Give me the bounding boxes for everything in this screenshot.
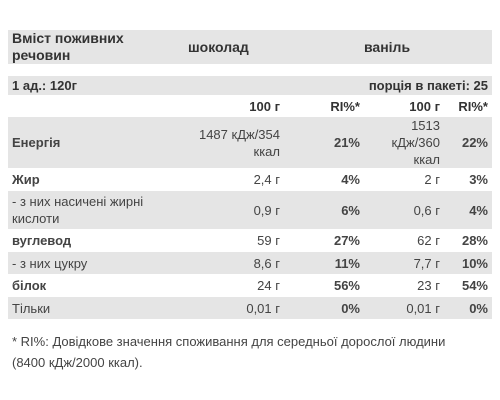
value-chocolate: 2,4 г bbox=[253, 172, 280, 187]
ri-chocolate: 0% bbox=[284, 297, 364, 319]
value-chocolate: 1487 кДж/354 ккал bbox=[184, 117, 284, 168]
value-chocolate: 59 г bbox=[257, 233, 280, 248]
ri-col-chocolate: RI%* bbox=[330, 98, 360, 114]
row-label: білок bbox=[12, 278, 47, 293]
servings-per-pack: порція в пакеті: 25 bbox=[284, 76, 492, 95]
amount-col-vanilla: 100 г bbox=[409, 98, 440, 114]
value-vanilla: 2 г bbox=[424, 172, 440, 187]
table-row-carbohydrate: вуглевод 59 г 27% 62 г 28% bbox=[8, 229, 492, 252]
value-vanilla: 7,7 г bbox=[364, 252, 444, 274]
nutrients-heading: Вміст поживних речовин bbox=[8, 30, 184, 64]
ri-vanilla: 10% bbox=[444, 252, 492, 274]
row-label: - з них насичені жирні кислоти bbox=[8, 191, 184, 229]
nutrition-table: Вміст поживних речовин шоколад ваніль 1 … bbox=[8, 30, 492, 319]
ri-vanilla: 22% bbox=[444, 117, 492, 168]
value-vanilla: 0,6 г bbox=[364, 191, 444, 229]
value-vanilla: 62 г bbox=[417, 233, 440, 248]
ri-chocolate: 27% bbox=[333, 233, 360, 248]
value-chocolate: 24 г bbox=[257, 278, 280, 293]
value-chocolate: 0,01 г bbox=[184, 297, 284, 319]
table-row-saturated-fat: - з них насичені жирні кислоти 0,9 г 6% … bbox=[8, 191, 492, 229]
value-vanilla: 23 г bbox=[417, 278, 440, 293]
serving-unit: 1 ад.: 120г bbox=[8, 76, 284, 95]
ri-chocolate: 56% bbox=[333, 278, 360, 293]
table-row-energy: Енергія 1487 кДж/354 ккал 21% 1513 кДж/3… bbox=[8, 117, 492, 168]
ri-chocolate: 21% bbox=[284, 117, 364, 168]
value-chocolate: 0,9 г bbox=[184, 191, 284, 229]
table-row-protein: білок 24 г 56% 23 г 54% bbox=[8, 274, 492, 297]
table-row-sugars: - з них цукру 8,6 г 11% 7,7 г 10% bbox=[8, 252, 492, 274]
table-row-salt: Тільки 0,01 г 0% 0,01 г 0% bbox=[8, 297, 492, 319]
column-header-row: 100 г RI%* 100 г RI%* bbox=[8, 95, 492, 117]
table-row-fat: Жир 2,4 г 4% 2 г 3% bbox=[8, 168, 492, 191]
row-label: Жир bbox=[12, 172, 40, 187]
ri-chocolate: 6% bbox=[284, 191, 364, 229]
ri-chocolate: 4% bbox=[341, 172, 360, 187]
footnote: * RI%: Довідкове значення споживання для… bbox=[12, 334, 446, 370]
ri-vanilla: 28% bbox=[461, 233, 488, 248]
value-vanilla: 0,01 г bbox=[364, 297, 444, 319]
ri-vanilla: 54% bbox=[461, 278, 488, 293]
ri-col-vanilla: RI%* bbox=[458, 98, 488, 114]
value-chocolate: 8,6 г bbox=[184, 252, 284, 274]
header-row: Вміст поживних речовин шоколад ваніль bbox=[8, 30, 492, 64]
row-label: Тільки bbox=[8, 297, 184, 319]
flavor-chocolate-heading: шоколад bbox=[184, 30, 364, 64]
ri-vanilla: 4% bbox=[444, 191, 492, 229]
amount-col-chocolate: 100 г bbox=[249, 98, 280, 114]
ri-vanilla: 3% bbox=[469, 172, 488, 187]
row-label: Енергія bbox=[8, 117, 184, 168]
ri-chocolate: 11% bbox=[284, 252, 364, 274]
value-vanilla: 1513 кДж/360 ккал bbox=[364, 117, 444, 168]
row-label: - з них цукру bbox=[8, 252, 184, 274]
row-label: вуглевод bbox=[12, 233, 72, 248]
flavor-vanilla-heading: ваніль bbox=[364, 30, 492, 64]
ri-vanilla: 0% bbox=[444, 297, 492, 319]
nutrition-table-container: Вміст поживних речовин шоколад ваніль 1 … bbox=[8, 30, 492, 319]
serving-row: 1 ад.: 120г порція в пакеті: 25 bbox=[8, 76, 492, 95]
